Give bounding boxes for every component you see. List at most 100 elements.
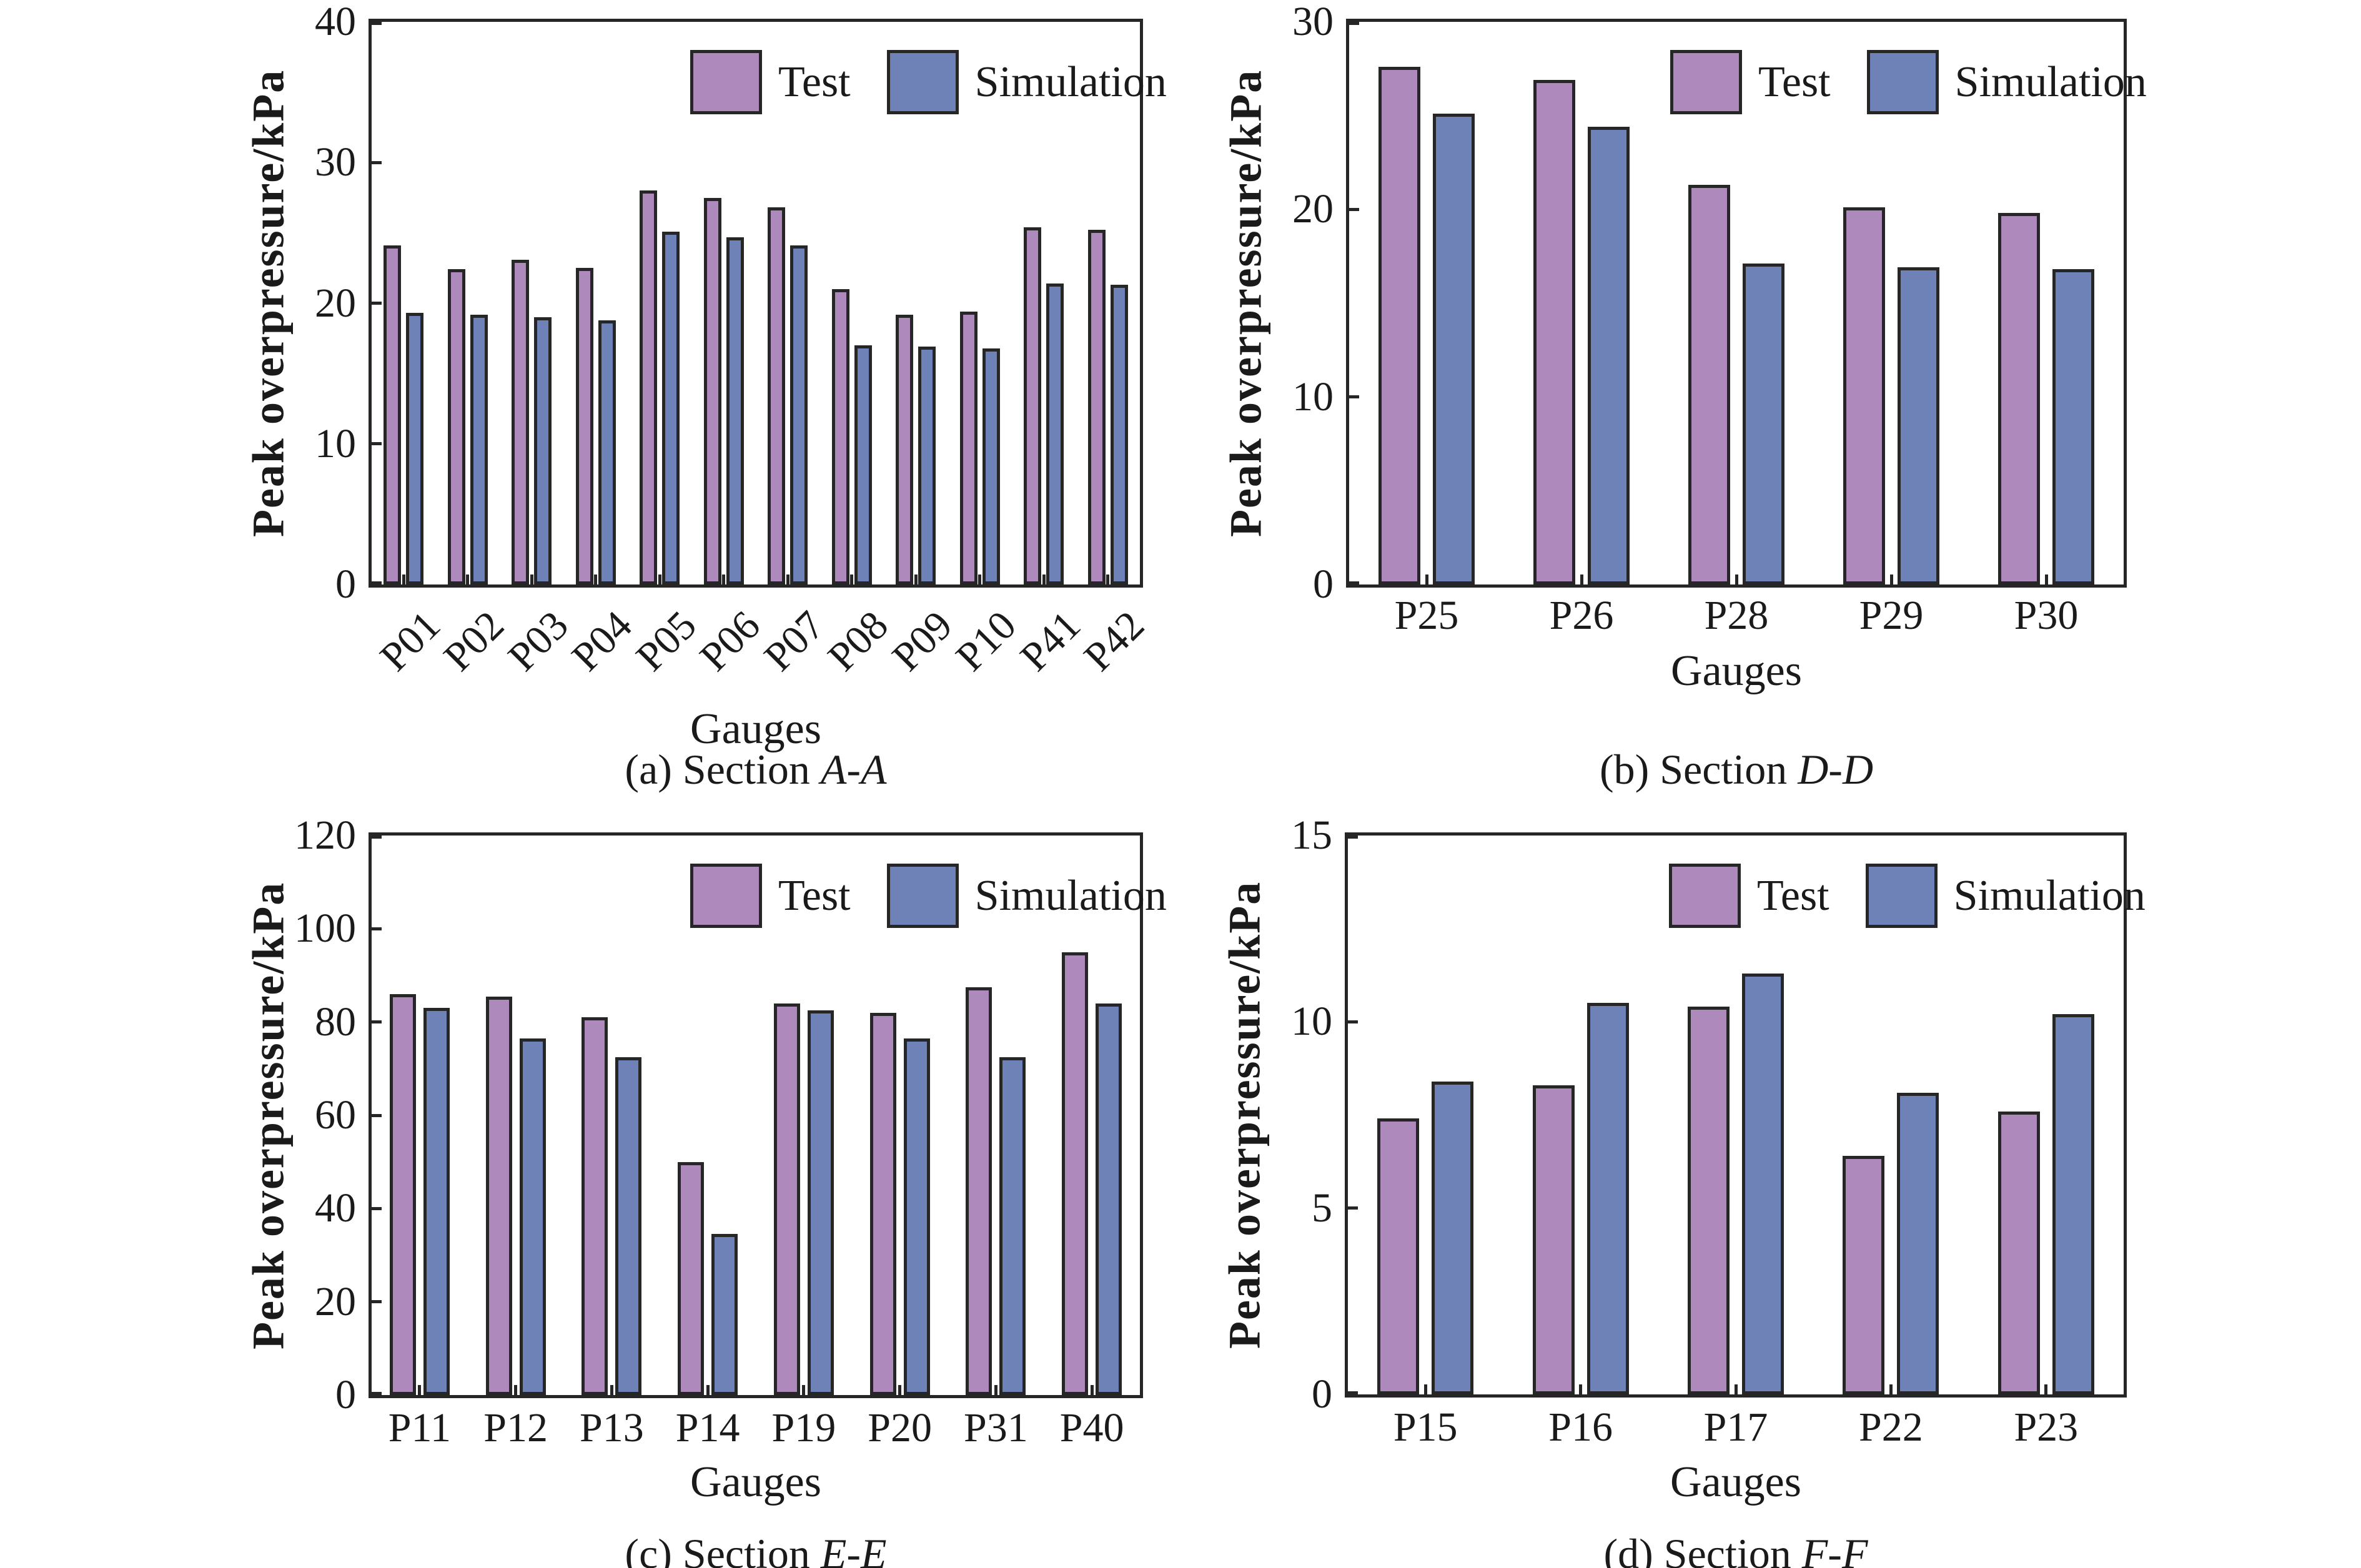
panel-caption: (d) Section F-F (1455, 1531, 2017, 1568)
legend-label-simulation: Simulation (1953, 871, 2146, 920)
y-tick-label: 60 (315, 1092, 356, 1138)
x-tick-mark (418, 1385, 422, 1395)
bar-test-p04 (575, 268, 593, 584)
x-tick-label: P12 (483, 1405, 548, 1451)
x-tick-mark (1042, 574, 1046, 584)
bar-test-p28 (1688, 185, 1730, 584)
bar-simulation-p16 (1586, 1003, 1629, 1394)
x-tick-label: P13 (580, 1405, 644, 1451)
panel-section-a-a: Peak overpressure/kPa Test Simulation Ga… (0, 0, 1180, 792)
bar-test-p42 (1087, 230, 1106, 584)
x-tick-mark (1106, 574, 1110, 584)
bar-simulation-p04 (598, 320, 616, 584)
y-tick-mark (372, 836, 382, 839)
x-tick-mark (978, 574, 982, 584)
x-tick-mark (802, 1385, 806, 1395)
x-tick-label: P25 (1394, 593, 1459, 638)
bar-simulation-p05 (662, 232, 680, 584)
x-tick-label: P31 (964, 1405, 1028, 1451)
bar-test-p19 (773, 1003, 800, 1395)
y-tick-label: 30 (1292, 0, 1334, 44)
y-tick-mark (372, 302, 382, 305)
y-tick-mark (1349, 22, 1359, 25)
bar-test-p26 (1533, 80, 1575, 584)
x-axis-label: Gauges (690, 1458, 821, 1506)
y-tick-label: 0 (335, 561, 356, 607)
legend-label-test: Test (778, 57, 851, 106)
bar-simulation-p15 (1432, 1082, 1474, 1394)
panel-caption: (b) Section D-D (1455, 747, 2017, 792)
x-tick-label: P10 (947, 602, 1025, 680)
y-tick-mark (1348, 1020, 1358, 1023)
y-tick-mark (372, 581, 382, 584)
bar-test-p12 (485, 997, 512, 1395)
y-tick-mark (1348, 1206, 1358, 1210)
y-tick-mark (1349, 581, 1359, 584)
bar-test-p11 (389, 994, 416, 1395)
x-tick-label: P40 (1059, 1405, 1124, 1451)
y-tick-label: 0 (1313, 561, 1334, 607)
legend: Test Simulation (690, 864, 1167, 928)
legend: Test Simulation (690, 50, 1167, 114)
caption-section-name: E-E (820, 1530, 887, 1568)
bar-test-p06 (703, 198, 721, 584)
x-axis-label: Gauges (1670, 1458, 1801, 1506)
caption-section-name: F-F (1801, 1530, 1868, 1568)
legend-swatch-simulation (1865, 864, 1938, 928)
legend-swatch-test (1670, 50, 1742, 114)
y-tick-label: 0 (335, 1372, 356, 1418)
x-tick-label: P14 (675, 1405, 740, 1451)
bar-test-p30 (1998, 213, 2040, 584)
x-tick-mark (786, 574, 789, 584)
bar-test-p29 (1843, 207, 1885, 584)
bar-test-p20 (869, 1013, 896, 1395)
bar-simulation-p30 (2052, 269, 2094, 584)
bar-simulation-p07 (790, 245, 808, 584)
x-tick-mark (914, 574, 918, 584)
y-tick-label: 5 (1312, 1185, 1332, 1231)
y-tick-mark (372, 1392, 382, 1395)
x-tick-label: P07 (755, 602, 833, 680)
caption-prefix: (c) Section (625, 1530, 821, 1568)
bar-simulation-p12 (519, 1038, 546, 1395)
panel-caption: (c) Section E-E (475, 1531, 1037, 1568)
x-tick-label: P19 (771, 1405, 836, 1451)
bar-test-p17 (1688, 1007, 1730, 1394)
panel-caption: (a) Section A-A (475, 747, 1037, 792)
bar-test-p02 (447, 269, 465, 584)
x-tick-mark (466, 574, 470, 584)
x-tick-label: P08 (819, 602, 897, 680)
x-tick-mark (1735, 574, 1738, 584)
bar-test-p03 (512, 260, 530, 584)
legend-label-test: Test (778, 871, 851, 920)
bar-simulation-p20 (903, 1038, 930, 1395)
bar-simulation-p31 (999, 1057, 1026, 1395)
x-tick-mark (658, 574, 661, 584)
plot-area (1346, 19, 2127, 588)
y-tick-mark (372, 1206, 382, 1210)
x-tick-mark (994, 1385, 997, 1395)
y-tick-mark (372, 1020, 382, 1024)
legend-label-simulation: Simulation (974, 871, 1167, 920)
bar-simulation-p14 (711, 1234, 738, 1395)
x-tick-mark (898, 1385, 902, 1395)
x-tick-mark (2044, 574, 2048, 584)
y-tick-label: 80 (315, 998, 356, 1045)
bar-test-p23 (1997, 1112, 2040, 1394)
y-tick-mark (372, 927, 382, 930)
bar-simulation-p08 (854, 345, 872, 584)
x-tick-mark (850, 574, 854, 584)
y-tick-label: 10 (1291, 998, 1332, 1045)
legend-swatch-simulation (1866, 50, 1939, 114)
x-tick-label: P22 (1859, 1404, 1923, 1450)
bar-simulation-p02 (470, 315, 488, 584)
bar-simulation-p25 (1433, 114, 1475, 584)
bar-simulation-p26 (1588, 127, 1630, 584)
bar-simulation-p22 (1897, 1093, 1939, 1394)
bar-simulation-p10 (982, 348, 1000, 584)
caption-section-name: D-D (1798, 746, 1874, 793)
y-tick-mark (372, 160, 382, 164)
y-tick-mark (1349, 207, 1359, 211)
bar-simulation-p01 (406, 313, 424, 584)
bar-simulation-p40 (1096, 1003, 1122, 1395)
